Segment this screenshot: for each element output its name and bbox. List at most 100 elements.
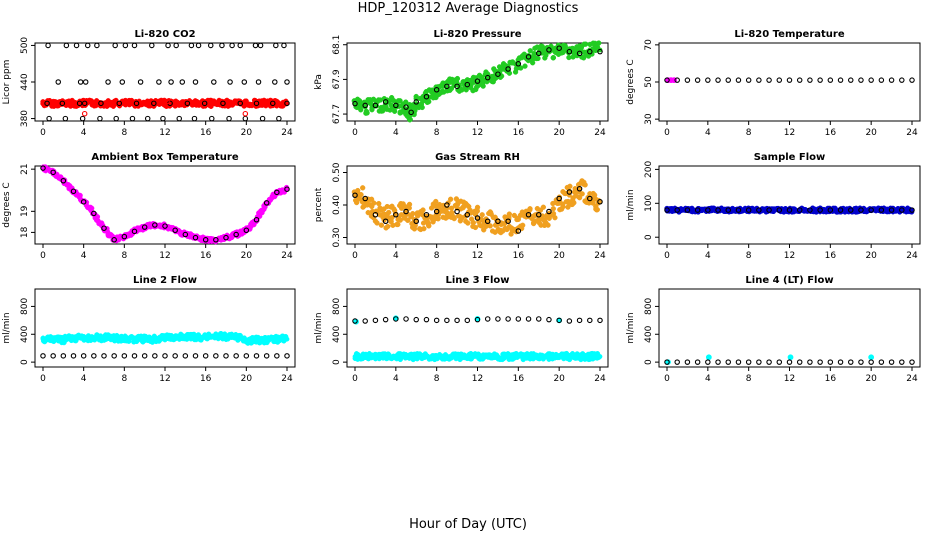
data-point [144,115,151,122]
data-point [237,100,243,107]
data-point [566,354,572,359]
data-point [858,207,864,213]
plot-frame [34,288,296,368]
y-tick-label: 50 [644,76,654,88]
data-point [55,79,61,85]
data-point [184,100,191,107]
data-point [77,79,84,85]
data-point [889,207,894,213]
data-point [60,337,66,343]
data-point [226,115,232,122]
data-point [695,207,701,213]
data-point [776,77,783,83]
data-point [274,189,280,196]
data-point [213,237,219,243]
data-point [363,108,370,115]
data-point [736,207,741,213]
data-point [152,222,158,228]
data-point [838,207,843,213]
data-point [121,234,127,240]
data-point [168,79,174,85]
data-point [397,98,403,104]
data-point [560,204,566,210]
data-point [111,335,117,341]
data-point [243,227,249,233]
data-point [745,77,752,83]
data-point [129,115,136,122]
data-point [132,336,137,342]
data-point [725,359,731,365]
data-point [270,100,276,107]
data-point [505,354,511,359]
data-point [223,234,229,241]
data-point [454,354,460,359]
data-point [664,77,670,83]
data-point [213,100,219,106]
panel-title: Li-820 CO2 [134,29,195,40]
data-point [382,99,389,105]
data-point [454,83,460,90]
data-point [358,192,364,198]
data-point [81,100,88,107]
data-point [556,45,562,51]
data-point [156,79,162,85]
data-point [209,115,215,122]
data-point [192,79,199,85]
data-point [152,222,158,228]
y-tick-label: 18 [20,226,30,238]
data-point [91,335,97,341]
data-point [735,359,742,365]
data-point [284,353,290,359]
series-2 [664,359,915,365]
data-point [393,212,399,218]
data-point [597,317,603,324]
data-point [515,316,522,322]
x-tick-label: 24 [594,374,606,384]
data-point [397,217,403,223]
x-tick-label: 16 [200,128,212,138]
data-point [485,354,491,359]
data-point [352,192,358,198]
data-point [515,61,521,67]
data-point [505,218,511,224]
y-tick-label: 380 [20,110,30,127]
data-point [413,316,419,323]
x-tick-label: 20 [241,251,253,261]
panel-title: Li-820 Temperature [734,29,844,40]
data-point [878,207,885,213]
data-point [566,48,573,55]
data-point [684,77,691,83]
data-point [79,115,86,122]
data-point [162,353,168,359]
data-point [546,47,552,53]
data-point [101,335,107,341]
data-point [80,199,87,205]
data-point [122,42,129,49]
y-tick-label: 0.50 [332,162,342,182]
data-point [40,165,46,171]
data-point [444,317,450,324]
data-point [474,316,481,323]
data-point [50,353,56,359]
data-point [254,337,259,343]
data-point [46,115,52,122]
x-tick-label: 4 [705,374,711,384]
data-point [847,359,854,365]
data-point [495,218,501,225]
data-point [284,336,290,342]
data-point [837,207,844,213]
data-point [505,66,511,72]
data-point [121,233,128,240]
data-point [284,100,290,106]
x-tick-label: 0 [664,374,670,384]
data-point [202,353,209,359]
panel-9: Line 4 (LT) Flow ml/min 0 4 8 12 16 20 24 0 400 800 [626,275,921,384]
y-axis-label: ml/min [626,312,636,343]
data-point [487,223,493,229]
x-tick-label: 12 [159,374,170,384]
data-point [546,354,552,359]
data-point [80,353,87,359]
data-point [684,207,691,213]
series-2 [664,207,915,213]
